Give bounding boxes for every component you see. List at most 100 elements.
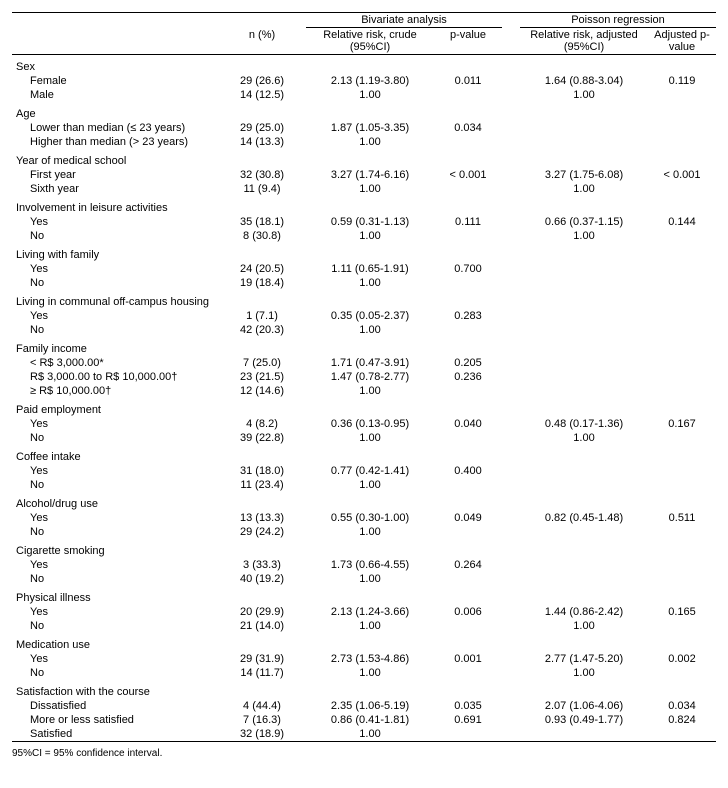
- section-label: Satisfaction with the course: [12, 680, 716, 699]
- cell-rr-adj: 0.93 (0.49-1.77): [520, 713, 648, 727]
- table-row: Yes24 (20.5)1.11 (0.65-1.91)0.700: [12, 262, 716, 276]
- cell-rr-crude: 2.13 (1.19-3.80): [306, 74, 434, 88]
- cell-n: 32 (30.8): [218, 168, 306, 182]
- cell-rr-adj: [520, 572, 648, 586]
- cell-n: 8 (30.8): [218, 229, 306, 243]
- cell-rr-adj: [520, 464, 648, 478]
- cell-rr-crude: 1.00: [306, 572, 434, 586]
- section-label: Involvement in leisure activities: [12, 196, 716, 215]
- cell-n: 32 (18.9): [218, 727, 306, 742]
- table-row: No21 (14.0)1.001.00: [12, 619, 716, 633]
- cell-p: 0.111: [434, 215, 502, 229]
- cell-rr-adj: [520, 323, 648, 337]
- row-label: Higher than median (> 23 years): [12, 135, 218, 149]
- cell-p-adj: 0.144: [648, 215, 716, 229]
- table-row: First year32 (30.8)3.27 (1.74-6.16)< 0.0…: [12, 168, 716, 182]
- cell-p-adj: [648, 464, 716, 478]
- row-label: Sixth year: [12, 182, 218, 196]
- section-label: Age: [12, 102, 716, 121]
- cell-p: 0.035: [434, 699, 502, 713]
- cell-n: 42 (20.3): [218, 323, 306, 337]
- cell-rr-adj: [520, 558, 648, 572]
- cell-p-adj: [648, 525, 716, 539]
- cell-p: 0.691: [434, 713, 502, 727]
- cell-n: 35 (18.1): [218, 215, 306, 229]
- cell-rr-crude: 1.00: [306, 525, 434, 539]
- cell-rr-crude: 1.00: [306, 478, 434, 492]
- table-row: Male14 (12.5)1.001.00: [12, 88, 716, 102]
- cell-p: 0.006: [434, 605, 502, 619]
- cell-p-adj: [648, 356, 716, 370]
- cell-p-adj: [648, 666, 716, 680]
- cell-p-adj: 0.167: [648, 417, 716, 431]
- row-label: Dissatisfied: [12, 699, 218, 713]
- row-label: Lower than median (≤ 23 years): [12, 121, 218, 135]
- table-row: < R$ 3,000.00*7 (25.0)1.71 (0.47-3.91)0.…: [12, 356, 716, 370]
- row-label: No: [12, 666, 218, 680]
- cell-p: [434, 88, 502, 102]
- cell-p: [434, 525, 502, 539]
- cell-rr-adj: 1.00: [520, 619, 648, 633]
- cell-rr-crude: 1.00: [306, 431, 434, 445]
- cell-n: 21 (14.0): [218, 619, 306, 633]
- cell-rr-adj: [520, 384, 648, 398]
- row-label: Satisfied: [12, 727, 218, 742]
- table-row: Satisfied32 (18.9)1.00: [12, 727, 716, 742]
- row-label: No: [12, 525, 218, 539]
- cell-p: [434, 572, 502, 586]
- row-label: First year: [12, 168, 218, 182]
- cell-n: 7 (25.0): [218, 356, 306, 370]
- table-row: No40 (19.2)1.00: [12, 572, 716, 586]
- cell-rr-adj: [520, 309, 648, 323]
- col-rr-adj: Relative risk, adjusted (95%CI): [520, 28, 648, 55]
- cell-p: [434, 431, 502, 445]
- cell-p: 0.040: [434, 417, 502, 431]
- section-label: Sex: [12, 55, 716, 75]
- row-label: No: [12, 323, 218, 337]
- cell-n: 13 (13.3): [218, 511, 306, 525]
- cell-rr-crude: 1.71 (0.47-3.91): [306, 356, 434, 370]
- cell-n: 14 (12.5): [218, 88, 306, 102]
- cell-p-adj: [648, 478, 716, 492]
- cell-p-adj: < 0.001: [648, 168, 716, 182]
- table-row: Yes20 (29.9)2.13 (1.24-3.66)0.0061.44 (0…: [12, 605, 716, 619]
- cell-rr-adj: [520, 370, 648, 384]
- cell-rr-crude: 1.00: [306, 182, 434, 196]
- cell-rr-adj: 3.27 (1.75-6.08): [520, 168, 648, 182]
- cell-p-adj: [648, 229, 716, 243]
- cell-rr-crude: 1.00: [306, 727, 434, 742]
- cell-p-adj: [648, 727, 716, 742]
- section-label: Paid employment: [12, 398, 716, 417]
- cell-rr-adj: 0.48 (0.17-1.36): [520, 417, 648, 431]
- cell-p: [434, 478, 502, 492]
- cell-rr-adj: 1.00: [520, 88, 648, 102]
- cell-n: 24 (20.5): [218, 262, 306, 276]
- table-row: No14 (11.7)1.001.00: [12, 666, 716, 680]
- row-label: No: [12, 229, 218, 243]
- header-bivariate: Bivariate analysis: [306, 13, 502, 28]
- cell-p-adj: 0.165: [648, 605, 716, 619]
- row-label: No: [12, 572, 218, 586]
- cell-n: 14 (13.3): [218, 135, 306, 149]
- row-label: Yes: [12, 262, 218, 276]
- row-label: Male: [12, 88, 218, 102]
- cell-rr-crude: 2.35 (1.06-5.19): [306, 699, 434, 713]
- cell-n: 7 (16.3): [218, 713, 306, 727]
- table-row: Yes31 (18.0)0.77 (0.42-1.41)0.400: [12, 464, 716, 478]
- cell-n: 29 (25.0): [218, 121, 306, 135]
- cell-p: 0.011: [434, 74, 502, 88]
- cell-rr-adj: [520, 478, 648, 492]
- cell-rr-crude: 1.00: [306, 88, 434, 102]
- cell-p-adj: [648, 558, 716, 572]
- section-label: Alcohol/drug use: [12, 492, 716, 511]
- row-label: R$ 3,000.00 to R$ 10,000.00†: [12, 370, 218, 384]
- cell-p: 0.034: [434, 121, 502, 135]
- section-label: Family income: [12, 337, 716, 356]
- cell-p-adj: [648, 619, 716, 633]
- cell-rr-crude: 1.00: [306, 276, 434, 290]
- section-label: Coffee intake: [12, 445, 716, 464]
- cell-n: 29 (24.2): [218, 525, 306, 539]
- cell-p-adj: [648, 276, 716, 290]
- cell-p: [434, 229, 502, 243]
- col-p: p-value: [434, 28, 502, 55]
